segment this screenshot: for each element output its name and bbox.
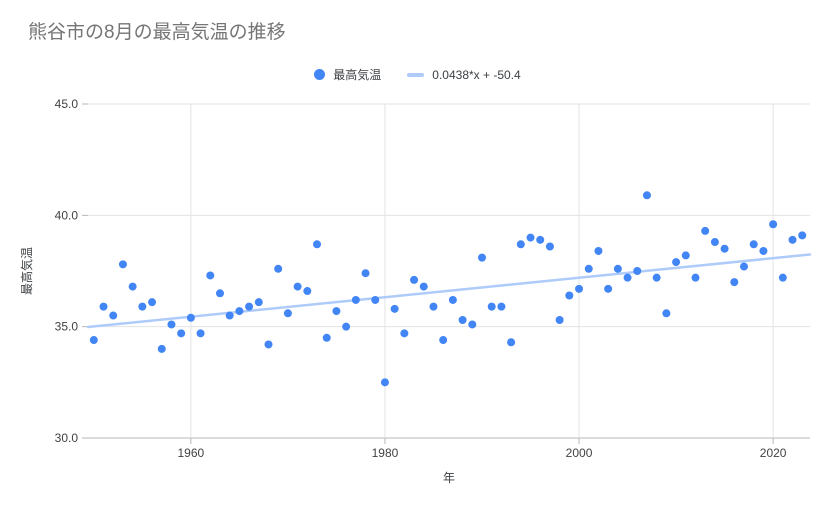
data-point [118, 260, 127, 269]
chart-title: 熊谷市の8月の最高気温の推移 [28, 22, 286, 43]
data-point [293, 282, 302, 291]
data-point [701, 226, 710, 235]
data-point [788, 235, 797, 244]
data-point [215, 289, 224, 298]
data-point [672, 258, 681, 267]
x-tick-label: 1960 [178, 446, 205, 460]
data-point [322, 333, 331, 342]
data-point [419, 282, 428, 291]
data-point [642, 191, 651, 200]
data-point [313, 240, 322, 249]
legend-trendline-label: 0.0438*x + -50.4 [432, 67, 521, 82]
data-point [710, 238, 719, 247]
data-point [254, 298, 263, 307]
data-point [584, 264, 593, 273]
data-point [429, 302, 438, 311]
data-point [225, 311, 234, 320]
data-point [400, 329, 409, 338]
data-point [148, 298, 157, 307]
data-point [477, 253, 486, 262]
y-tick-label: 40.0 [55, 208, 79, 222]
data-point [565, 291, 574, 300]
series-point-swatch-icon [314, 69, 326, 80]
data-point [245, 302, 254, 311]
data-point [274, 264, 283, 273]
data-point [681, 251, 690, 260]
data-point [740, 262, 749, 271]
x-axis-title: 年 [443, 471, 455, 485]
chart-legend: 最高気温 0.0438*x + -50.4 [0, 66, 835, 83]
data-point [720, 244, 729, 253]
data-point [303, 287, 312, 296]
data-point [613, 264, 622, 273]
data-point [594, 246, 603, 255]
y-tick-label: 30.0 [55, 431, 79, 445]
data-point [89, 336, 98, 345]
data-point [458, 315, 467, 324]
data-point [138, 302, 147, 311]
data-point [332, 307, 341, 316]
data-point [196, 329, 205, 338]
legend-item-series[interactable]: 最高気温 [314, 66, 381, 83]
data-point [749, 240, 758, 249]
data-point [167, 320, 176, 329]
data-point [371, 295, 380, 304]
data-point [99, 302, 108, 311]
data-point [128, 282, 137, 291]
data-point [575, 284, 584, 293]
data-point [623, 273, 632, 282]
x-tick-label: 1980 [372, 446, 399, 460]
data-point [730, 278, 739, 287]
y-axis-title: 最高気温 [19, 247, 34, 295]
data-point [633, 267, 642, 275]
data-point [487, 302, 496, 311]
data-point [157, 344, 166, 353]
x-tick-label: 2000 [566, 446, 593, 460]
legend-series-label: 最高気温 [333, 68, 382, 82]
data-point [536, 235, 545, 244]
data-point [351, 295, 360, 304]
data-point [497, 302, 506, 311]
data-point [235, 307, 244, 316]
data-point [380, 378, 389, 387]
data-point [206, 271, 215, 280]
data-point [342, 322, 351, 331]
data-point [691, 273, 700, 282]
data-point [778, 273, 787, 282]
data-point [283, 309, 292, 318]
data-point [186, 313, 195, 322]
data-point [662, 309, 671, 318]
data-point [361, 269, 370, 278]
data-point [545, 242, 554, 251]
data-point [769, 220, 778, 229]
trendline [86, 253, 812, 329]
data-point [410, 275, 419, 284]
data-point [390, 304, 399, 313]
data-point [759, 246, 768, 255]
y-tick-label: 35.0 [55, 320, 79, 334]
data-point [516, 240, 525, 249]
data-point [652, 273, 661, 282]
data-point [439, 336, 448, 345]
data-point [468, 320, 477, 329]
data-point [507, 338, 516, 347]
data-point [177, 329, 186, 338]
data-point [526, 233, 535, 242]
data-point [555, 315, 564, 324]
data-point [264, 340, 273, 349]
data-point [798, 231, 807, 240]
data-point [109, 311, 118, 320]
y-tick-label: 45.0 [55, 97, 79, 111]
data-point [604, 284, 613, 293]
x-tick-label: 2020 [760, 446, 787, 460]
trendline-swatch-icon [407, 72, 425, 77]
legend-item-trendline[interactable]: 0.0438*x + -50.4 [407, 67, 521, 82]
data-point [448, 295, 457, 304]
